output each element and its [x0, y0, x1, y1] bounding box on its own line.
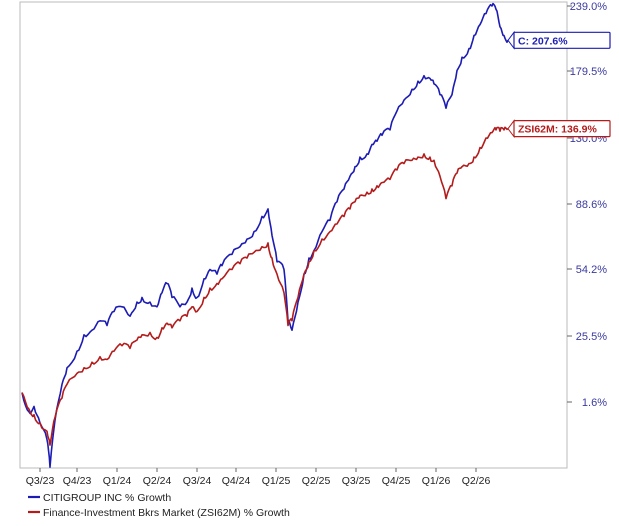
y-tick-label: 25.5% — [576, 331, 607, 343]
x-tick-label: Q4/24 — [222, 475, 251, 487]
x-tick-label: Q1/24 — [103, 475, 132, 487]
y-axis: 239.0%179.5%130.0%88.6%54.2%25.5%1.6% — [567, 1, 607, 409]
y-tick-label: 239.0% — [570, 1, 608, 13]
x-tick-label: Q2/25 — [302, 475, 331, 487]
legend-label: Finance-Investment Bkrs Market (ZSI62M) … — [43, 507, 290, 519]
x-tick-label: Q3/23 — [26, 475, 55, 487]
series-line — [21, 126, 509, 446]
x-tick-label: Q1/25 — [262, 475, 291, 487]
x-tick-label: Q4/23 — [63, 475, 92, 487]
callout-label: ZSI62M: 136.9% — [518, 124, 597, 136]
x-axis: Q3/23 Q4/23 Q1/24 Q2/24 Q3/24 Q4/24 Q1/25 Q2/25… — [26, 468, 491, 487]
legend: CITIGROUP INC % Growth Finance-Investment… — [28, 492, 290, 519]
series-lines — [21, 2, 509, 468]
y-tick-label: 54.2% — [576, 264, 607, 276]
y-tick-label: 1.6% — [582, 397, 607, 409]
callouts: C: 207.6% ZSI62M: 136.9% — [507, 30, 611, 139]
callout-label: C: 207.6% — [518, 35, 568, 47]
x-tick-label: Q4/25 — [382, 475, 411, 487]
legend-label: CITIGROUP INC % Growth — [43, 492, 171, 504]
callout-box — [513, 31, 611, 49]
x-tick-label: Q1/26 — [422, 475, 451, 487]
y-tick-label: 179.5% — [570, 66, 608, 78]
x-tick-label: Q3/24 — [183, 475, 212, 487]
y-tick-label: 88.6% — [576, 199, 607, 211]
x-tick-label: Q2/26 — [462, 475, 491, 487]
callout-box — [513, 120, 611, 138]
series-line — [21, 2, 509, 468]
x-tick-label: Q3/25 — [342, 475, 371, 487]
plot-area — [19, 1, 568, 469]
plot-frame — [19, 1, 568, 469]
x-tick-label: Q2/24 — [143, 475, 172, 487]
